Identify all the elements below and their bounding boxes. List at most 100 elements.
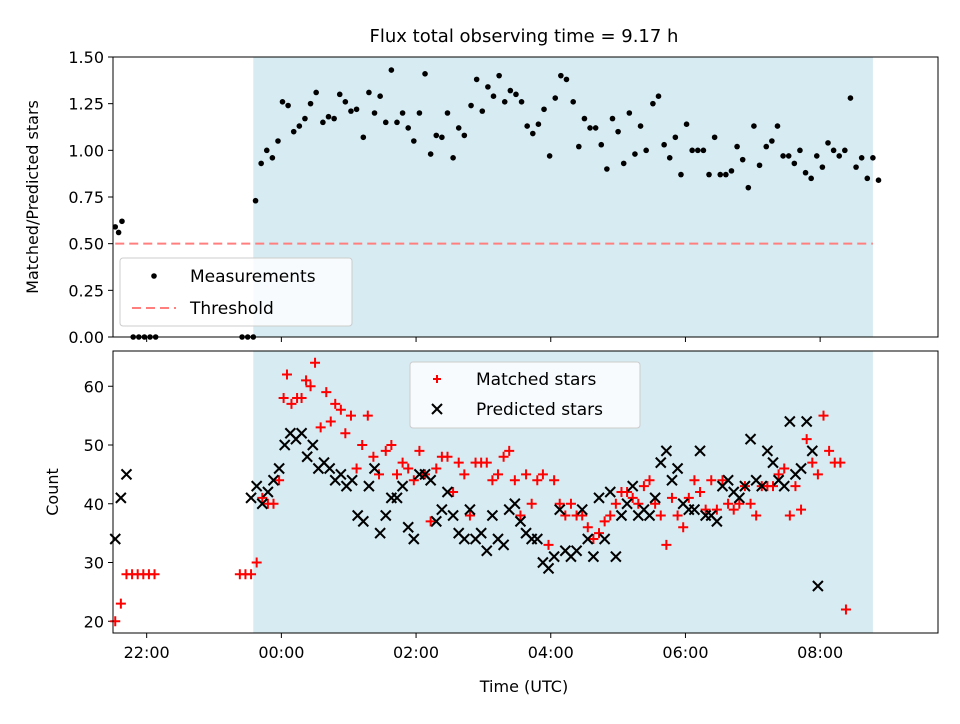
predicted-star-point (245, 492, 257, 504)
predicted-star-point (447, 509, 459, 522)
matched-star-point (678, 522, 689, 533)
predicted-star-point (733, 492, 746, 504)
matched-star-point (537, 469, 548, 480)
matched-star-point (442, 451, 453, 462)
measurement-point (858, 155, 865, 161)
matched-star-point (801, 434, 812, 445)
measurement-point (461, 132, 468, 139)
measurement-point (756, 162, 763, 169)
legend-label-threshold: Threshold (189, 299, 274, 319)
measurement-point (609, 115, 616, 122)
top-y-tick-label: 1.00 (68, 141, 104, 160)
measurement-point (252, 197, 259, 204)
measurement-point (842, 147, 848, 154)
measurement-point (342, 99, 349, 105)
matched-star-point (481, 457, 492, 468)
measurement-point (388, 67, 395, 73)
bottom-y-tick-label: 50 (84, 436, 104, 455)
measurement-point (745, 184, 752, 191)
matched-star-point (560, 510, 571, 521)
measurement-point (723, 171, 729, 178)
bottom-x-ticks: 22:00 00:00 02:00 04:00 06:00 08:00 (124, 633, 843, 662)
matched-star-point (509, 475, 520, 486)
measurement-point (678, 171, 684, 178)
predicted-star-point (497, 539, 510, 551)
matched-star-point (448, 487, 459, 497)
matched-star-point (515, 510, 526, 521)
matched-star-point (565, 498, 576, 509)
matched-star-point (414, 445, 425, 456)
matched-star-point (278, 393, 289, 403)
matched-star-point (397, 457, 408, 468)
measurement-point (819, 164, 826, 170)
matched-star-point (610, 498, 621, 509)
matched-star-point (638, 481, 649, 492)
matched-star-point (357, 440, 368, 450)
predicted-star-point (396, 480, 409, 492)
legend-marker-predicted (431, 403, 443, 415)
bottom-x-tick-label: 04:00 (528, 643, 574, 662)
matched-star-point (549, 475, 560, 486)
predicted-star-point (795, 462, 807, 475)
measurement-point (626, 110, 633, 116)
measurement-point (320, 119, 326, 126)
matched-star-point (340, 428, 351, 439)
bottom-legend-box (409, 361, 641, 429)
measurement-point (661, 141, 667, 148)
predicted-star-point (593, 492, 605, 504)
matched-star-point (374, 469, 385, 480)
predicted-star-point (784, 415, 796, 428)
measurement-point (285, 102, 291, 109)
measurement-point (258, 160, 264, 167)
matched-star-point (246, 569, 257, 580)
measurement-point (643, 147, 649, 154)
matched-star-point (655, 510, 666, 521)
predicted-star-point (424, 474, 437, 486)
measurement-point (739, 156, 746, 163)
matched-star-point (493, 469, 503, 480)
predicted-star-point (722, 474, 734, 486)
measurement-point (541, 106, 547, 113)
matched-star-point (661, 539, 672, 550)
matched-star-point (274, 475, 285, 486)
matched-star-point (498, 451, 509, 462)
measurement-point (336, 91, 343, 98)
top-axes-frame (112, 56, 939, 338)
measurement-point (650, 100, 656, 107)
predicted-star-point (761, 445, 774, 457)
measurement-point (313, 89, 319, 96)
matched-star-point (745, 498, 756, 509)
measurement-point (711, 134, 718, 141)
measurement-point (513, 91, 519, 98)
legend-label-measurements: Measurements (190, 267, 316, 287)
measurement-point (112, 224, 119, 230)
predicted-star-point (671, 462, 684, 475)
measurement-point (444, 110, 451, 116)
matched-star-point (315, 422, 326, 433)
predicted-star-point (542, 562, 555, 575)
matched-star-point (431, 463, 442, 474)
predicted-star-point (441, 486, 454, 498)
matched-star-point (633, 498, 644, 509)
measurement-point (439, 134, 445, 141)
measurements-points (112, 67, 882, 340)
predicted-star-point (767, 456, 779, 469)
predicted-star-point (711, 515, 723, 528)
matched-star-point (672, 510, 683, 521)
measurement-point (331, 115, 337, 122)
matched-star-point (594, 528, 605, 539)
measurement-point (490, 93, 497, 99)
measurement-point (422, 71, 428, 77)
predicted-star-point (402, 521, 414, 533)
measurement-point (655, 93, 662, 99)
measurement-point (620, 160, 627, 167)
measurement-point (836, 153, 843, 159)
measurement-point (785, 153, 792, 159)
matched-star-point (408, 475, 419, 486)
matched-star-point (683, 492, 694, 503)
matched-star-point (325, 416, 336, 427)
measurement-point (666, 155, 673, 161)
predicted-star-point (800, 415, 813, 428)
measurement-point (694, 147, 701, 154)
matched-star-point (644, 475, 655, 486)
